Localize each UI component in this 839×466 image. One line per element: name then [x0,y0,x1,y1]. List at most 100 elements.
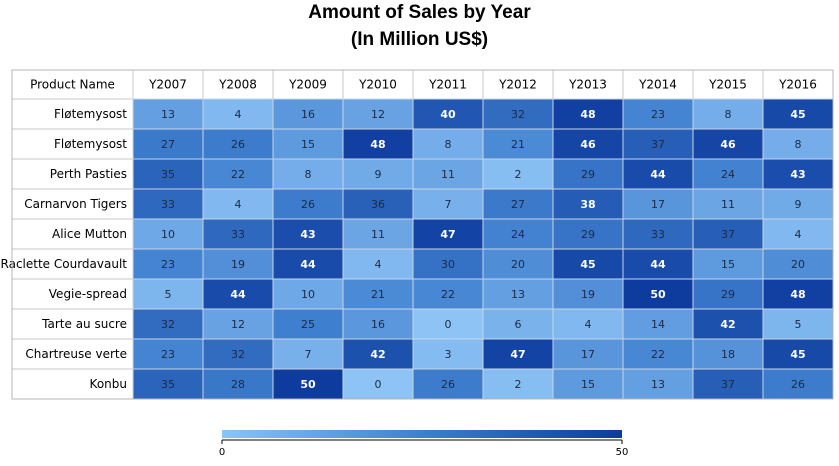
cell-value-label: 37 [651,138,665,151]
heatmap-cell [412,158,484,190]
column-header-y2016: Y2016 [778,78,817,92]
cell-value-label: 25 [301,318,315,331]
cell-value-label: 4 [585,318,592,331]
cell-value-label: 10 [161,228,175,241]
legend-max-label: 50 [616,447,629,458]
heatmap-cell [552,98,624,130]
cell-value-label: 11 [371,228,385,241]
cell-value-label: 27 [511,198,525,211]
cell-value-label: 29 [721,288,735,301]
heatmap-cell [762,188,834,220]
cell-value-label: 22 [441,288,455,301]
column-header-cell [482,69,554,100]
cell-value-label: 33 [651,228,665,241]
cell-value-label: 9 [375,168,382,181]
corner-header: Product Name [30,78,115,92]
heatmap-cell [552,188,624,220]
heatmap-cell [622,248,694,280]
cell-value-label: 46 [580,138,596,151]
cell-value-label: 37 [721,228,735,241]
cell-value-label: 22 [651,348,665,361]
cell-value-label: 21 [371,288,385,301]
cell-value-label: 5 [795,318,802,331]
row-label-cell [11,278,134,310]
cell-value-label: 8 [725,108,732,121]
cell-value-label: 4 [235,108,242,121]
heatmap-cell [272,128,344,160]
cell-value-label: 24 [511,228,525,241]
column-header-y2011: Y2011 [428,78,467,92]
column-header-cell [342,69,414,100]
heatmap-cell [482,308,554,340]
cell-value-label: 15 [721,258,735,271]
row-label: Fløtemysost [54,107,127,121]
column-header-y2010: Y2010 [358,78,397,92]
heatmap-cell [482,278,554,310]
cell-value-label: 32 [511,108,525,121]
heatmap-cell [762,98,834,130]
cell-value-label: 44 [650,168,666,181]
heatmap-cell [342,278,414,310]
heatmap-cell [342,128,414,160]
cell-value-label: 14 [651,318,665,331]
chart-subtitle: (In Million US$) [350,29,489,50]
row-label-cell [11,188,134,220]
heatmap-cell [412,128,484,160]
cell-value-label: 8 [795,138,802,151]
heatmap-cell [762,368,834,400]
row-label: Tarte au sucre [41,317,127,331]
cell-value-label: 38 [580,198,595,211]
heatmap-cell [622,308,694,340]
heatmap-cell [202,338,274,370]
heatmap-cell [342,218,414,250]
heatmap-cell [272,188,344,220]
cell-value-label: 10 [301,288,315,301]
cell-value-label: 35 [161,168,175,181]
column-header-y2014: Y2014 [638,78,677,92]
heatmap-cell [692,188,764,220]
legend-min-label: 0 [219,447,225,458]
heatmap-cell [762,218,834,250]
heatmap-cell [552,158,624,190]
cell-value-label: 46 [720,138,736,151]
cell-value-label: 4 [375,258,382,271]
cell-value-label: 48 [370,138,385,151]
cell-value-label: 15 [301,138,315,151]
heatmap-cell [132,98,204,130]
cell-value-label: 11 [721,198,735,211]
cell-value-label: 32 [161,318,175,331]
heatmap-cell [342,98,414,130]
cell-value-label: 8 [445,138,452,151]
heatmap-cell [132,158,204,190]
cell-value-label: 44 [230,288,246,301]
cell-value-label: 3 [445,348,452,361]
cell-value-label: 35 [161,378,175,391]
heatmap-cell [482,248,554,280]
cell-value-label: 43 [300,228,315,241]
cell-value-label: 12 [231,318,245,331]
heatmap-cell [412,278,484,310]
heatmap-cell [622,188,694,220]
heatmap-cell [552,308,624,340]
column-header-cell [622,69,694,100]
cell-value-label: 20 [511,258,525,271]
cell-value-label: 48 [580,108,595,121]
heatmap-cell [622,158,694,190]
heatmap-cell [412,188,484,220]
cell-value-label: 2 [515,168,522,181]
heatmap-cell [202,248,274,280]
heatmap-cell [552,218,624,250]
cell-value-label: 23 [651,108,665,121]
heatmap-cell [272,368,344,400]
cell-value-label: 2 [515,378,522,391]
cell-value-label: 27 [161,138,175,151]
cell-value-label: 13 [161,108,175,121]
cell-value-label: 23 [161,258,175,271]
heatmap-cell [622,368,694,400]
heatmap-cell [202,188,274,220]
cell-value-label: 7 [445,198,452,211]
heatmap-cell [692,218,764,250]
cell-value-label: 33 [161,198,175,211]
cell-value-label: 5 [165,288,172,301]
row-label: Carnarvon Tigers [24,197,127,211]
